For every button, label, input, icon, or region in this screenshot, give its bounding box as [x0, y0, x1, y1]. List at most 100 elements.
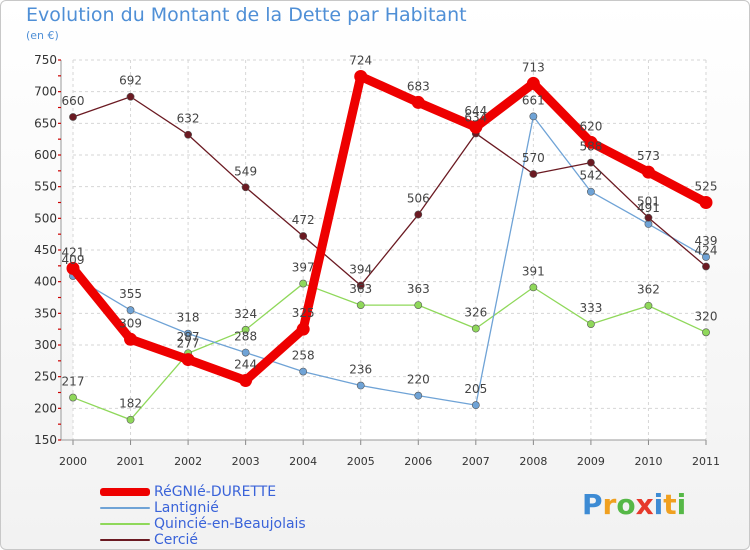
data-label: 397 — [292, 261, 315, 275]
data-label: 324 — [234, 307, 257, 321]
data-point — [299, 232, 308, 240]
data-point — [526, 76, 540, 90]
legend-label: Quincié-en-Beaujolais — [154, 516, 306, 532]
data-label: 309 — [119, 316, 142, 330]
logo-letter: i — [653, 488, 664, 521]
proxiti-logo: Proxiti — [582, 488, 686, 521]
logo-letter: P — [582, 488, 603, 521]
data-label: 525 — [695, 180, 718, 194]
data-point — [184, 130, 192, 139]
data-label: 472 — [292, 213, 315, 227]
legend-item-cercie: Cercié — [100, 532, 306, 548]
data-point — [356, 381, 365, 390]
data-label: 362 — [637, 283, 660, 297]
data-label: 288 — [234, 330, 257, 344]
data-label: 244 — [234, 357, 257, 371]
x-tick-label: 2003 — [232, 455, 260, 468]
y-tick-label: 650 — [34, 116, 57, 130]
data-point — [126, 306, 135, 315]
y-tick-label: 450 — [34, 243, 57, 257]
data-label: 491 — [637, 201, 660, 215]
legend-item-lantignie: Lantignié — [100, 500, 306, 516]
series-line-1 — [72, 115, 707, 406]
chart-title: Evolution du Montant de la Dette par Hab… — [26, 4, 467, 26]
data-point — [469, 120, 483, 134]
legend-item-regnie-durette: RéGNIé-DURETTE — [100, 484, 306, 500]
data-label: 325 — [292, 306, 315, 320]
data-point — [644, 301, 653, 310]
data-point — [411, 95, 425, 109]
data-point — [702, 328, 710, 337]
data-point — [414, 301, 423, 309]
data-point — [587, 158, 595, 167]
data-label: 277 — [177, 337, 200, 351]
data-point — [354, 69, 368, 83]
x-tick-label: 2010 — [634, 455, 662, 468]
data-label: 217 — [62, 375, 85, 389]
data-label: 683 — [407, 79, 430, 93]
y-tick-label: 600 — [34, 148, 57, 162]
data-point — [529, 283, 538, 292]
x-tick-label: 2006 — [404, 455, 432, 468]
data-point — [241, 348, 250, 357]
data-point — [529, 112, 538, 121]
y-tick-label: 550 — [34, 180, 57, 194]
data-labels: 217 182 287 324 397 363 363 326 391 333 362 320 409 3… — [62, 53, 718, 410]
data-point — [299, 367, 308, 376]
data-label: 542 — [579, 169, 602, 183]
logo-letter: o — [616, 488, 636, 521]
data-point — [356, 281, 365, 290]
data-point — [644, 213, 653, 222]
x-tick-label: 2009 — [577, 455, 605, 468]
y-tick-label: 400 — [34, 275, 57, 289]
x-tick-label: 2005 — [347, 455, 375, 468]
y-tick-label: 300 — [34, 338, 57, 352]
x-tick-label: 2001 — [117, 455, 145, 468]
legend-swatch — [100, 507, 150, 509]
data-label: 333 — [579, 301, 602, 315]
series-line-2 — [72, 282, 707, 421]
data-point — [584, 135, 598, 149]
x-tick-label: 2000 — [59, 455, 87, 468]
data-label: 424 — [695, 243, 718, 257]
y-tick-label: 200 — [34, 401, 57, 415]
y-tick-label: 700 — [34, 85, 57, 99]
data-label: 182 — [119, 397, 142, 411]
series-line-3 — [72, 96, 707, 287]
data-label: 394 — [349, 262, 372, 276]
series-line-0 — [68, 71, 711, 385]
data-label: 439 — [695, 234, 718, 248]
data-label: 506 — [407, 192, 430, 206]
legend: RéGNIé-DURETTE Lantignié Quincié-en-Beau… — [100, 484, 306, 548]
data-label: 205 — [464, 382, 487, 396]
logo-letter: x — [635, 488, 654, 521]
data-point — [239, 373, 253, 387]
data-point — [587, 187, 595, 196]
data-point — [414, 210, 423, 219]
data-label: 391 — [522, 264, 545, 278]
data-point — [471, 401, 480, 410]
data-label: 573 — [637, 149, 660, 163]
data-point — [66, 261, 80, 275]
data-point — [702, 262, 710, 271]
data-label: 644 — [464, 104, 487, 118]
data-label: 634 — [464, 110, 487, 124]
x-tick-label: 2002 — [174, 455, 202, 468]
data-point — [241, 183, 250, 192]
data-point — [299, 279, 308, 288]
data-point — [702, 253, 710, 261]
data-point — [126, 92, 135, 101]
data-point — [356, 301, 365, 309]
data-label: 409 — [62, 253, 85, 267]
data-point — [69, 393, 77, 402]
logo-letter: t — [663, 488, 677, 521]
axes: 150 200 250 300 350 400 450 500 550 600 650 700 750 2… — [34, 53, 720, 468]
data-point — [181, 353, 195, 367]
data-label: 236 — [349, 363, 372, 377]
legend-swatch — [100, 488, 150, 496]
data-label: 320 — [695, 309, 718, 323]
data-point — [414, 391, 423, 400]
data-label: 692 — [119, 74, 142, 88]
series — [66, 69, 713, 424]
data-label: 661 — [522, 93, 545, 107]
